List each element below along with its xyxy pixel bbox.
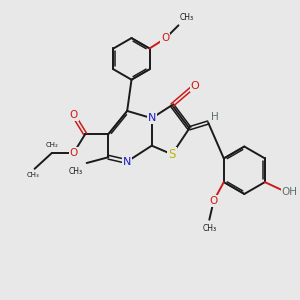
Text: CH₃: CH₃ xyxy=(68,167,82,176)
Text: H: H xyxy=(211,112,218,122)
Text: CH₃: CH₃ xyxy=(27,172,40,178)
Text: OH: OH xyxy=(281,187,297,197)
Text: O: O xyxy=(161,33,169,43)
Text: N: N xyxy=(123,157,131,166)
Text: O: O xyxy=(191,81,200,92)
Text: N: N xyxy=(148,113,156,123)
Text: S: S xyxy=(168,148,176,161)
Text: O: O xyxy=(209,196,218,206)
Text: CH₃: CH₃ xyxy=(180,14,194,22)
Text: CH₂: CH₂ xyxy=(46,142,59,148)
Text: CH₃: CH₃ xyxy=(202,224,216,233)
Text: O: O xyxy=(70,110,78,120)
Text: O: O xyxy=(70,148,78,158)
